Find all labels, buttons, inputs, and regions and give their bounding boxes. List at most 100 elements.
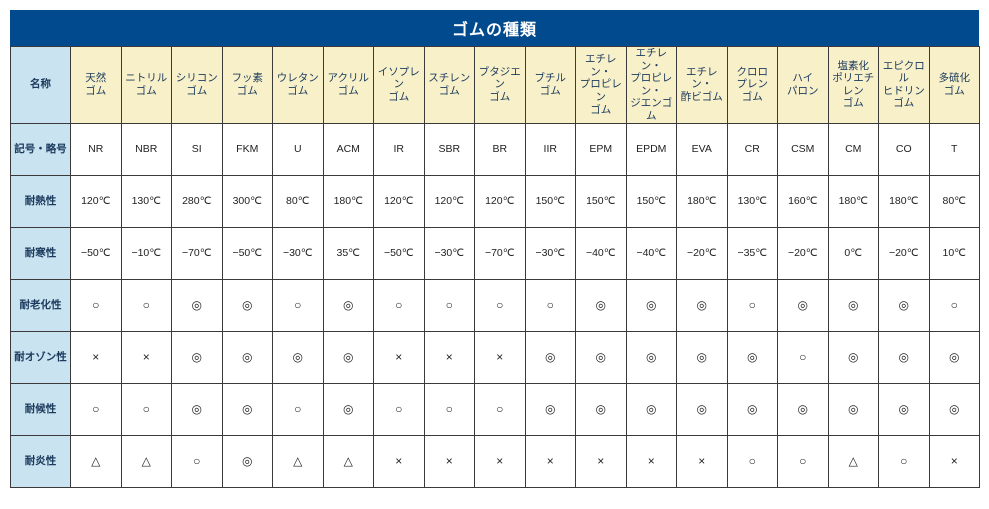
cell: ○ [525,279,576,331]
cell: 130℃ [727,175,778,227]
cell: 80℃ [929,175,980,227]
row-header: 耐候性 [11,383,71,435]
cell: FKM [222,123,273,175]
cell: × [475,331,526,383]
cell: ○ [374,383,425,435]
cell: ◎ [778,383,829,435]
col-header: フッ素ゴム [222,47,273,124]
cell: 0℃ [828,227,879,279]
cell: NBR [121,123,172,175]
cell: EPDM [626,123,677,175]
cell: × [475,435,526,487]
cell: EVA [677,123,728,175]
cell: 180℃ [323,175,374,227]
cell: ◎ [929,331,980,383]
col-header: 天然ゴム [71,47,122,124]
cell: ◎ [576,331,627,383]
cell: NR [71,123,122,175]
col-header: エピクロルヒドリンゴム [879,47,930,124]
cell: 120℃ [475,175,526,227]
corner-header: 名称 [11,47,71,124]
cell: ◎ [778,279,829,331]
cell: 130℃ [121,175,172,227]
cell: ◎ [727,383,778,435]
cell: ◎ [626,383,677,435]
cell: ○ [778,331,829,383]
cell: × [576,435,627,487]
cell: −40℃ [576,227,627,279]
cell: ○ [727,435,778,487]
cell: −70℃ [475,227,526,279]
cell: −35℃ [727,227,778,279]
cell: ◎ [525,383,576,435]
cell: CSM [778,123,829,175]
cell: 160℃ [778,175,829,227]
cell: IR [374,123,425,175]
cell: ◎ [576,383,627,435]
cell: ◎ [172,279,223,331]
cell: × [525,435,576,487]
cell: × [424,331,475,383]
cell: ◎ [727,331,778,383]
cell: ○ [71,279,122,331]
cell: BR [475,123,526,175]
cell: × [71,331,122,383]
row-header: 耐オゾン性 [11,331,71,383]
cell: EPM [576,123,627,175]
cell: ○ [172,435,223,487]
cell: ◎ [879,331,930,383]
cell: ◎ [677,279,728,331]
col-header: エチレン・プロピレン・ジエンゴム [626,47,677,124]
row-header: 耐炎性 [11,435,71,487]
cell: ◎ [172,383,223,435]
cell: ◎ [323,383,374,435]
table-row: 耐炎性△△○◎△△×××××××○○△○× [11,435,980,487]
cell: ○ [424,383,475,435]
cell: −30℃ [424,227,475,279]
cell: ○ [778,435,829,487]
cell: ◎ [222,383,273,435]
row-header: 記号・略号 [11,123,71,175]
cell: ◎ [576,279,627,331]
col-header: 塩素化ポリエチレンゴム [828,47,879,124]
cell: 300℃ [222,175,273,227]
col-header: イソプレンゴム [374,47,425,124]
cell: −20℃ [879,227,930,279]
cell: ◎ [273,331,324,383]
col-header: クロロプレンゴム [727,47,778,124]
cell: SI [172,123,223,175]
cell: ○ [121,279,172,331]
cell: −40℃ [626,227,677,279]
cell: × [121,331,172,383]
header-row: 名称 天然ゴムニトリルゴムシリコンゴムフッ素ゴムウレタンゴムアクリルゴムイソプレ… [11,47,980,124]
cell: △ [121,435,172,487]
cell: 120℃ [71,175,122,227]
col-header: アクリルゴム [323,47,374,124]
cell: 180℃ [828,175,879,227]
cell: ◎ [323,331,374,383]
cell: CO [879,123,930,175]
cell: 180℃ [677,175,728,227]
cell: × [424,435,475,487]
cell: × [929,435,980,487]
cell: ○ [475,383,526,435]
cell: × [626,435,677,487]
cell: ○ [273,383,324,435]
cell: IIR [525,123,576,175]
cell: 120℃ [424,175,475,227]
cell: ◎ [323,279,374,331]
cell: ◎ [677,331,728,383]
cell: △ [828,435,879,487]
cell: ◎ [828,383,879,435]
cell: −30℃ [525,227,576,279]
table-row: 耐寒性−50℃−10℃−70℃−50℃−30℃35℃−50℃−30℃−70℃−3… [11,227,980,279]
cell: △ [323,435,374,487]
cell: CM [828,123,879,175]
cell: 280℃ [172,175,223,227]
table-body: 記号・略号NRNBRSIFKMUACMIRSBRBRIIREPMEPDMEVAC… [11,123,980,487]
cell: ○ [273,279,324,331]
cell: ◎ [525,331,576,383]
table-row: 耐熱性120℃130℃280℃300℃80℃180℃120℃120℃120℃15… [11,175,980,227]
cell: ACM [323,123,374,175]
cell: 35℃ [323,227,374,279]
